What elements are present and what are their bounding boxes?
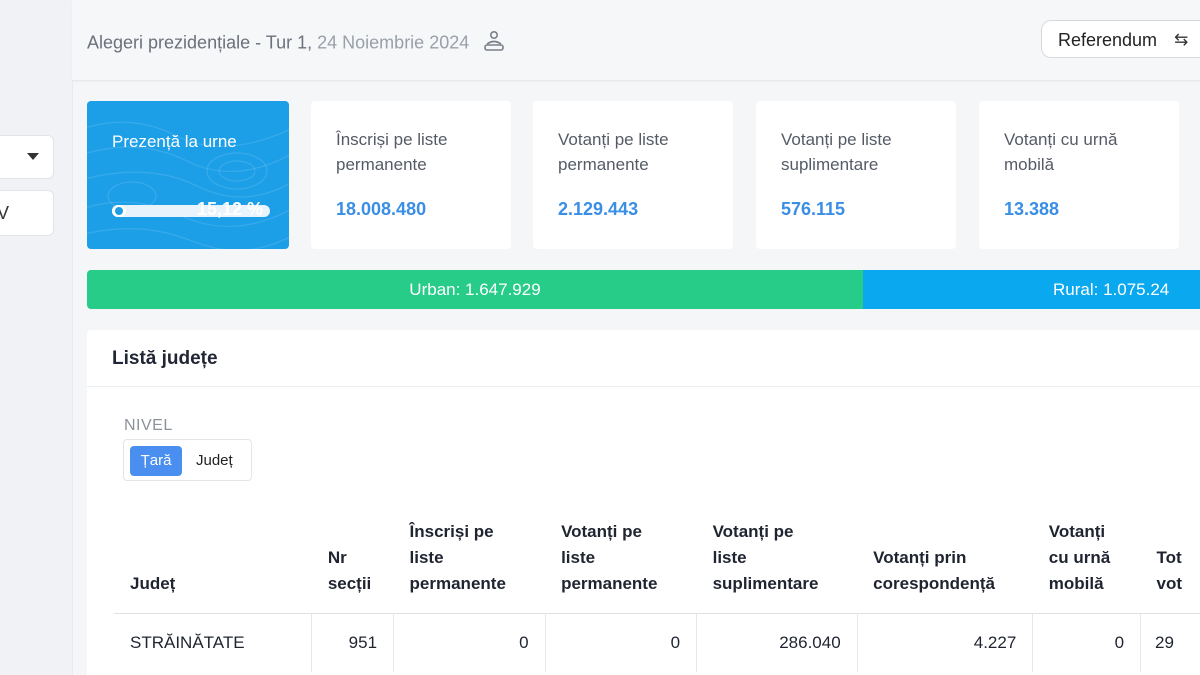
top-bar: Alegeri prezidențiale - Tur 1, 24 Noiemb… xyxy=(72,0,1200,81)
card-voters-supplementary: Votanți pe liste suplimentare 576.115 xyxy=(756,101,956,249)
header-line: liste xyxy=(712,547,747,567)
panel-title: Listă județe xyxy=(112,348,218,369)
header-line: liste xyxy=(409,547,444,567)
column-header-voters-permanent[interactable]: Votanți pe liste permanente xyxy=(545,505,697,613)
election-title: Alegeri prezidențiale - Tur 1, xyxy=(87,32,313,53)
cell-voters-mail: 4.227 xyxy=(857,612,1034,672)
topography-pattern xyxy=(87,121,289,249)
card-voters-supplementary-value: 576.115 xyxy=(781,199,846,219)
sidebar-input[interactable]: V xyxy=(0,190,54,236)
header-line: secții xyxy=(327,573,372,593)
card-voters-permanent-value: 2.129.443 xyxy=(558,199,639,219)
header-line: liste xyxy=(561,547,596,567)
election-breadcrumb: Alegeri prezidențiale - Tur 1, 24 Noiemb… xyxy=(87,30,506,57)
header-line: Județ xyxy=(130,573,176,593)
election-date: 24 Noiembrie 2024 xyxy=(317,32,470,53)
rural-segment: Rural: 1.075.24 xyxy=(863,270,1200,309)
card-title-line: Votanți pe liste xyxy=(558,130,669,149)
header-line: vot xyxy=(1156,573,1183,593)
column-header-sections[interactable]: Nr secții xyxy=(312,505,394,613)
table-row[interactable]: STRĂINĂTATE 951 0 0 286.040 4.227 0 29 xyxy=(114,612,1200,672)
urban-rural-split-bar: Urban: 1.647.929 Rural: 1.075.24 xyxy=(87,270,1200,309)
table-header-row: Județ Nr secții Înscriși pe liste perman… xyxy=(114,505,1200,613)
card-voters-supplementary-title: Votanți pe liste suplimentare xyxy=(781,127,892,177)
swap-icon: ⇆ xyxy=(1174,30,1189,49)
urban-segment: Urban: 1.647.929 xyxy=(87,270,863,309)
header-line: Nr xyxy=(327,547,347,567)
level-option-country[interactable]: Țară xyxy=(130,446,182,476)
sidebar xyxy=(0,0,73,675)
column-header-voters-supplementary[interactable]: Votanți pe liste suplimentare xyxy=(697,505,858,613)
cell-total-voters: 29 xyxy=(1140,612,1200,672)
cell-sections: 951 xyxy=(311,612,395,672)
cell-voters-supplementary: 286.040 xyxy=(696,612,858,672)
column-header-total-voters[interactable]: Tot vot xyxy=(1141,505,1200,613)
referendum-label: Referendum xyxy=(1058,30,1158,50)
presence-card: Prezență la urne 15,12 % xyxy=(87,101,289,249)
card-voters-mobile-value: 13.388 xyxy=(1004,199,1060,219)
column-header-county[interactable]: Județ xyxy=(114,505,312,613)
column-header-registered-permanent[interactable]: Înscriși pe liste permanente xyxy=(394,505,546,613)
card-voters-mobile-title: Votanți cu urnă mobilă xyxy=(1004,127,1117,177)
header-line: Votanți pe xyxy=(712,521,794,541)
header-line: Votanți prin xyxy=(873,547,967,567)
level-option-county[interactable]: Județ xyxy=(196,452,233,469)
card-title-line: permanente xyxy=(558,155,649,174)
sidebar-input-value: V xyxy=(0,203,10,223)
card-title-line: suplimentare xyxy=(781,155,879,174)
column-header-voters-mail[interactable]: Votanți prin corespondență xyxy=(857,505,1033,613)
counties-panel: Listă județe NIVEL Țară Județ Județ Nr s… xyxy=(87,330,1200,675)
header-line: cu urnă xyxy=(1048,547,1111,567)
chevron-down-icon xyxy=(27,153,39,160)
level-toggle: Țară Județ xyxy=(123,439,252,481)
card-registered-permanent-title: Înscriși pe liste permanente xyxy=(336,127,447,177)
presence-progress-bar xyxy=(112,205,270,217)
presence-progress-knob xyxy=(115,207,123,215)
column-header-voters-mobile[interactable]: Votanți cu urnă mobilă xyxy=(1033,505,1141,613)
header-line: suplimentare xyxy=(712,573,819,593)
header-line: mobilă xyxy=(1048,573,1104,593)
cell-voters-mobile: 0 xyxy=(1032,612,1142,672)
header-line: permanente xyxy=(409,573,506,593)
divider xyxy=(87,386,1200,387)
header-line: Votanți pe xyxy=(561,521,642,541)
cell-voters-permanent: 0 xyxy=(545,612,698,672)
header-line: corespondență xyxy=(873,573,996,593)
header-line: Înscriși pe xyxy=(409,521,494,541)
level-label: NIVEL xyxy=(124,417,173,434)
card-title-line: mobilă xyxy=(1004,155,1055,174)
header-line: Votanți xyxy=(1048,521,1106,541)
presence-value: 15,12 % xyxy=(197,199,264,219)
counties-table: Județ Nr secții Înscriși pe liste perman… xyxy=(114,505,1200,672)
cell-county: STRĂINĂTATE xyxy=(114,612,313,672)
card-title-line: Înscriși pe liste xyxy=(336,130,448,149)
card-registered-permanent-value: 18.008.480 xyxy=(336,199,427,219)
card-registered-permanent: Înscriși pe liste permanente 18.008.480 xyxy=(311,101,511,249)
card-voters-permanent: Votanți pe liste permanente 2.129.443 xyxy=(533,101,733,249)
card-title-line: Votanți pe liste xyxy=(781,130,892,149)
card-voters-mobile: Votanți cu urnă mobilă 13.388 xyxy=(979,101,1179,249)
header-line: permanente xyxy=(561,573,658,593)
sidebar-dropdown[interactable] xyxy=(0,135,54,179)
cell-registered-permanent: 0 xyxy=(393,612,546,672)
referendum-button[interactable]: Referendum ⇆ xyxy=(1041,20,1200,58)
card-title-line: Votanți cu urnă xyxy=(1004,130,1118,149)
presence-title: Prezență la urne xyxy=(112,132,237,151)
header-line: Tot xyxy=(1156,547,1182,567)
ballot-icon[interactable] xyxy=(482,30,506,57)
card-title-line: permanente xyxy=(336,155,427,174)
card-voters-permanent-title: Votanți pe liste permanente xyxy=(558,127,669,177)
